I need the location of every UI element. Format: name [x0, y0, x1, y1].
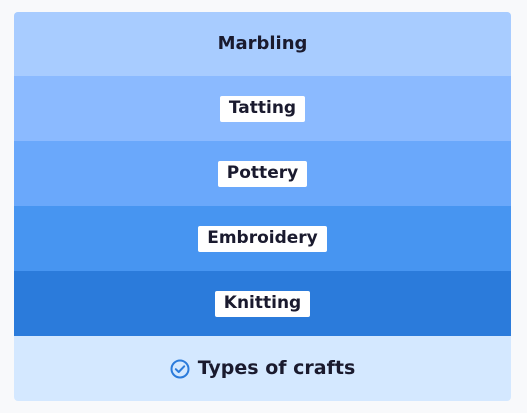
layer-label: Pottery	[217, 160, 308, 187]
check-circle-icon	[170, 359, 190, 379]
layer-label: Knitting	[214, 290, 311, 317]
layer-marbling: Marbling	[14, 12, 511, 76]
diagram-caption: Types of crafts	[14, 336, 511, 401]
layer-pottery: Pottery	[14, 141, 511, 206]
layer-tatting: Tatting	[14, 76, 511, 141]
caption-text: Types of crafts	[197, 357, 356, 379]
layer-embroidery: Embroidery	[14, 206, 511, 271]
layer-label: Embroidery	[198, 225, 327, 252]
layer-knitting: Knitting	[14, 271, 511, 336]
layer-label: Tatting	[219, 95, 306, 122]
crafts-diagram: Marbling Tatting Pottery Embroidery Knit…	[14, 12, 511, 401]
layer-label: Marbling	[217, 33, 308, 54]
